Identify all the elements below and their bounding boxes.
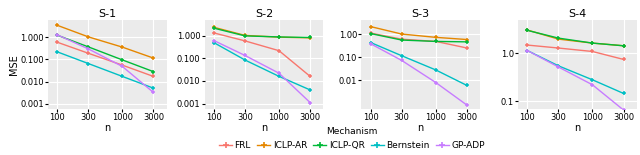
Title: S-4: S-4	[568, 9, 587, 19]
X-axis label: n: n	[104, 123, 111, 133]
Title: S-3: S-3	[412, 9, 430, 19]
Legend: FRL, ICLP-AR, ICLP-QR, Bernstein, GP-ADP: FRL, ICLP-AR, ICLP-QR, Bernstein, GP-ADP	[216, 124, 488, 154]
X-axis label: n: n	[574, 123, 580, 133]
Y-axis label: MSE: MSE	[9, 54, 19, 75]
X-axis label: n: n	[418, 123, 424, 133]
Title: S-1: S-1	[99, 9, 116, 19]
Title: S-2: S-2	[255, 9, 273, 19]
X-axis label: n: n	[261, 123, 267, 133]
